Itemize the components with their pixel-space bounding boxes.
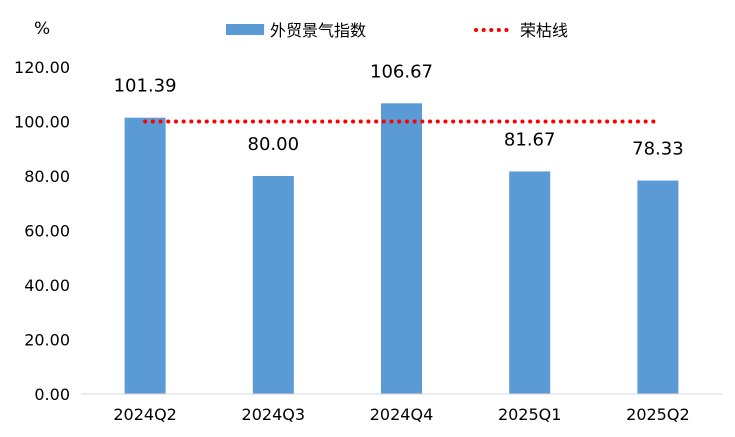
x-tick-label: 2024Q3 (242, 405, 306, 424)
y-tick-label: 60.00 (24, 222, 70, 241)
y-tick-label: 100.00 (14, 113, 70, 132)
x-tick-label: 2024Q4 (370, 405, 434, 424)
data-label: 80.00 (248, 134, 300, 155)
x-tick-label: 2024Q2 (113, 405, 177, 424)
bar (252, 176, 294, 394)
bar (637, 180, 679, 394)
bar (509, 171, 551, 394)
x-tick-label: 2025Q1 (498, 405, 562, 424)
bar (381, 103, 422, 394)
y-tick-label: 0.00 (34, 385, 70, 404)
y-unit-label: % (34, 19, 50, 39)
y-tick-label: 120.00 (14, 58, 70, 77)
data-labels: 101.39 80.00 106.67 81.67 78.33 (114, 61, 684, 159)
data-label: 81.67 (504, 129, 556, 150)
bar (124, 117, 166, 394)
data-label: 101.39 (114, 76, 177, 97)
y-tick-label: 40.00 (24, 276, 70, 295)
legend-label-bar: 外贸景气指数 (270, 21, 366, 40)
data-label: 78.33 (632, 139, 684, 160)
data-label: 106.67 (370, 61, 433, 82)
x-tick-label: 2025Q2 (626, 405, 690, 424)
legend-label-line: 荣枯线 (520, 21, 568, 40)
y-tick-label: 80.00 (24, 167, 70, 186)
bars (124, 103, 679, 394)
y-axis: 0.00 20.00 40.00 60.00 80.00 100.00 120.00 (14, 58, 70, 404)
x-axis: 2024Q2 2024Q3 2024Q4 2025Q1 2025Q2 (81, 393, 722, 424)
legend: 外贸景气指数 荣枯线 (226, 21, 568, 40)
y-tick-label: 20.00 (24, 331, 70, 350)
legend-swatch-bar (226, 24, 264, 35)
